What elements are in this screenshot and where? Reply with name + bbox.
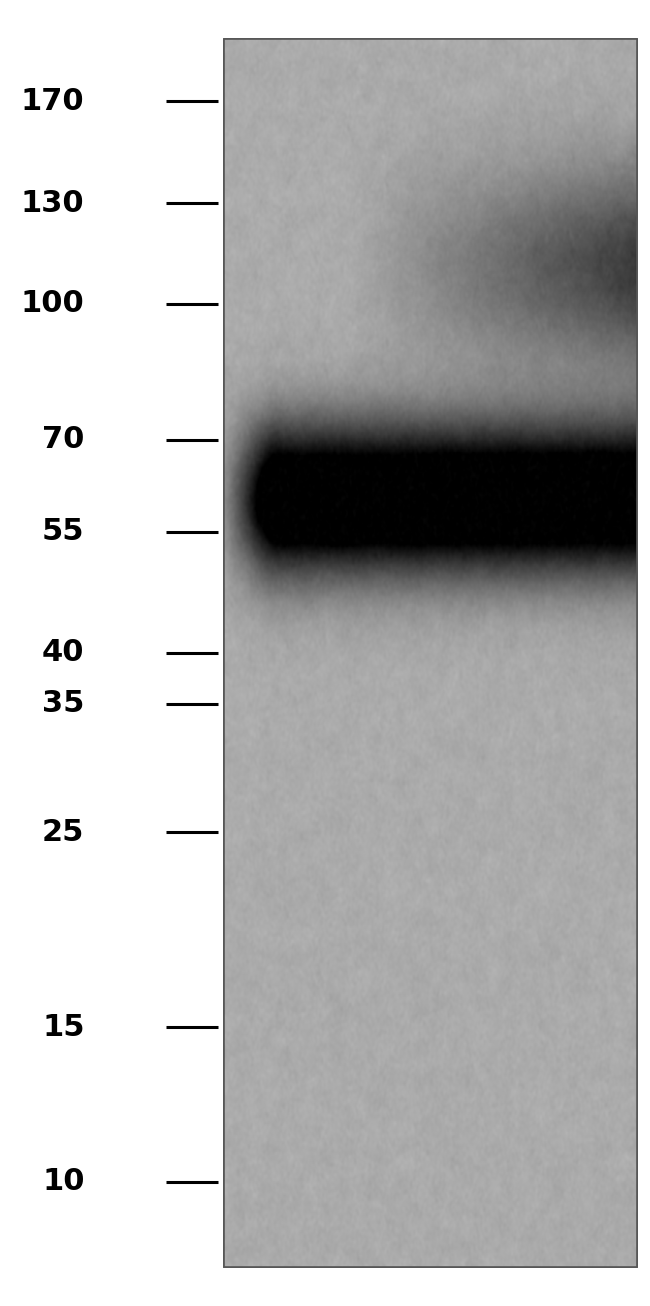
Text: 100: 100 (21, 289, 84, 319)
Text: 55: 55 (42, 517, 84, 546)
Text: 35: 35 (42, 690, 84, 718)
Text: 170: 170 (21, 86, 84, 116)
Text: 15: 15 (42, 1012, 84, 1042)
Text: 10: 10 (42, 1168, 84, 1196)
Text: 25: 25 (42, 818, 84, 846)
Text: 130: 130 (21, 189, 84, 218)
Text: 40: 40 (42, 639, 84, 667)
FancyBboxPatch shape (224, 39, 637, 1267)
Text: 70: 70 (42, 424, 84, 454)
